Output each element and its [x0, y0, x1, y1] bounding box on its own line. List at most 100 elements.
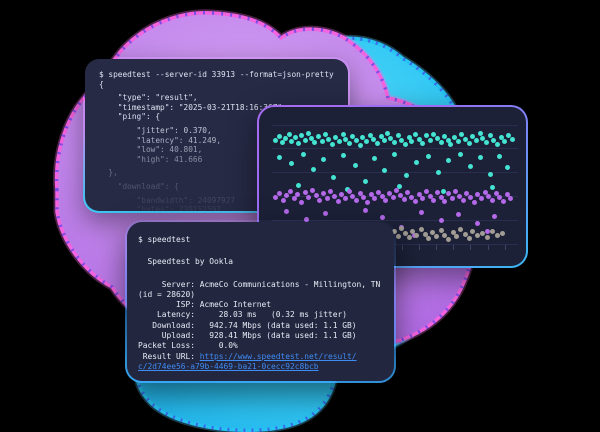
scatter-dot-cyan [406, 134, 412, 140]
scatter-dot-gray [463, 231, 469, 237]
scatter-dot-purple [303, 216, 309, 222]
scatter-dot-purple [508, 195, 514, 201]
terminal-line: "timestamp": "2025-03-21T18:16:36Z", [99, 102, 287, 112]
scatter-dot-cyan [302, 137, 308, 143]
scatter-dot-cyan [455, 138, 461, 144]
terminal-line: Download: 942.74 Mbps (data used: 1.1 GB… [138, 320, 357, 330]
scatter-dot-purple [313, 192, 319, 198]
scatter-dot-cyan [316, 133, 322, 139]
scatter-dot-cyan [466, 140, 472, 146]
axis-tick [504, 245, 506, 250]
scatter-dot-cyan [483, 139, 489, 145]
scatter-dot-purple [284, 192, 290, 198]
scatter-dot-purple [350, 193, 356, 199]
scatter-dot-cyan [414, 159, 420, 165]
scatter-dot-cyan [404, 172, 410, 178]
scatter-dot-purple [309, 187, 315, 193]
scatter-dot-cyan [502, 138, 508, 144]
scatter-dot-purple [379, 193, 385, 199]
scatter-dot-purple [434, 189, 440, 195]
scatter-dot-purple [467, 194, 473, 200]
scatter-dot-cyan [452, 134, 458, 140]
scatter-dot-purple [302, 189, 308, 195]
scatter-dot-cyan [273, 137, 279, 143]
scatter-dot-cyan [388, 135, 394, 141]
scatter-dot-cyan [363, 138, 369, 144]
terminal-line: }, [99, 168, 118, 178]
scatter-dot-cyan [336, 138, 342, 144]
scatter-dot-purple [287, 188, 293, 194]
scatter-dot-purple [504, 191, 510, 197]
scatter-dot-purple [306, 194, 312, 200]
terminal-line: Latency: 28.03 ms (0.32 ms jitter) [138, 310, 348, 320]
result-url-link[interactable]: https://www.speedtest.net/result/ [199, 351, 357, 361]
terminal-line: Server: AcmeCo Communications - Millingt… [138, 279, 381, 289]
scatter-dot-purple [372, 195, 378, 201]
scatter-dot-cyan [340, 152, 346, 158]
scatter-dot-cyan [395, 132, 401, 138]
terminal-line: "type": "result", [99, 93, 198, 103]
axis-tick [436, 245, 438, 250]
scatter-dot-cyan [420, 140, 426, 146]
result-url-label: Result URL: [138, 351, 200, 361]
scatter-dot-purple [475, 220, 481, 226]
scatter-dot-purple [379, 214, 385, 220]
terminal-line: Upload: 928.41 Mbps (data used: 1.1 GB) [138, 331, 357, 341]
scatter-dot-cyan [325, 136, 331, 142]
scatter-dot-cyan [441, 188, 446, 194]
scatter-dot-purple [335, 198, 341, 204]
scatter-dot-cyan [392, 151, 397, 157]
terminal-line: "bytes": 239152592 [99, 205, 222, 211]
scatter-dot-cyan [442, 133, 448, 139]
scatter-dot-purple [485, 228, 491, 234]
terminal-line: ISP: AcmeCo Internet [138, 300, 272, 310]
scatter-dot-purple [390, 194, 396, 200]
scatter-dot-purple [368, 191, 374, 197]
scatter-dot-gray [414, 232, 420, 238]
terminal-line-spacer [138, 245, 390, 257]
result-url-link[interactable]: c/2d74ee56-a79b-4469-ba21-0cecc92c8bcb [138, 361, 319, 371]
scatter-dot-cyan [378, 133, 384, 139]
scatter-dot-gray [418, 226, 424, 232]
scatter-dot-cyan [306, 130, 312, 136]
scatter-dot-cyan [438, 139, 444, 145]
scatter-dot-cyan [436, 169, 442, 175]
scatter-dot-cyan [374, 140, 380, 146]
scatter-dot-cyan [372, 155, 378, 161]
scatter-dot-gray [395, 233, 401, 239]
scatter-dot-purple [490, 197, 495, 203]
scatter-dot-cyan [497, 153, 503, 159]
scatter-dot-cyan [396, 183, 402, 189]
scatter-dot-purple [438, 217, 444, 223]
scatter-dot-cyan [292, 134, 298, 140]
scatter-dot-purple [273, 194, 279, 200]
scatter-dot-cyan [296, 182, 302, 188]
scatter-dot-cyan [487, 171, 493, 177]
scatter-dot-purple [387, 190, 393, 196]
scatter-dot-cyan [505, 132, 511, 138]
scatter-dot-cyan [403, 141, 409, 147]
scatter-dot-purple [471, 199, 477, 205]
scatter-dot-cyan [362, 178, 368, 184]
scatter-dot-gray [426, 235, 432, 241]
scatter-dot-purple [455, 211, 461, 217]
terminal-line: $ speedtest [138, 235, 191, 244]
scatter-dot-purple [284, 208, 290, 214]
scatter-dot-purple [365, 199, 371, 205]
scatter-dot-gray [422, 231, 428, 237]
scatter-dot-cyan [323, 131, 329, 137]
scatter-dot-cyan [333, 134, 339, 140]
scatter-dot-cyan [308, 135, 314, 141]
terminal-line: (id = 28620) [138, 289, 196, 299]
scatter-dot-cyan [276, 154, 282, 160]
result-terminal: $ speedtest Speedtest by Ookla Server: A… [127, 222, 394, 381]
scatter-dot-cyan [509, 136, 515, 142]
scatter-dot-purple [493, 190, 499, 196]
scatter-dot-cyan [382, 137, 388, 143]
scatter-dot-purple [383, 197, 389, 203]
scatter-dot-cyan [320, 156, 326, 162]
scatter-dot-gray [399, 225, 405, 231]
scatter-dot-purple [416, 191, 422, 197]
scatter-dot-cyan [427, 137, 433, 143]
